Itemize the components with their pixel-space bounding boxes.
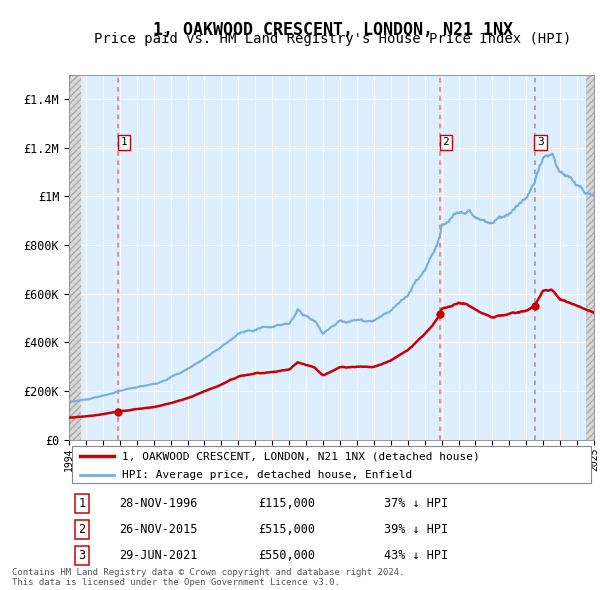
Text: 3: 3: [79, 549, 86, 562]
Text: 1: 1: [121, 137, 128, 148]
Text: 26-NOV-2015: 26-NOV-2015: [119, 523, 197, 536]
FancyBboxPatch shape: [71, 447, 592, 483]
Text: 43% ↓ HPI: 43% ↓ HPI: [384, 549, 448, 562]
Text: £550,000: £550,000: [258, 549, 315, 562]
Text: 3: 3: [537, 137, 544, 148]
Text: 1, OAKWOOD CRESCENT, LONDON, N21 1NX (detached house): 1, OAKWOOD CRESCENT, LONDON, N21 1NX (de…: [121, 451, 479, 461]
Text: 28-NOV-1996: 28-NOV-1996: [119, 497, 197, 510]
Text: Contains HM Land Registry data © Crown copyright and database right 2024.
This d: Contains HM Land Registry data © Crown c…: [12, 568, 404, 587]
Text: 29-JUN-2021: 29-JUN-2021: [119, 549, 197, 562]
Text: 2: 2: [79, 523, 86, 536]
Text: Price paid vs. HM Land Registry's House Price Index (HPI): Price paid vs. HM Land Registry's House …: [94, 32, 572, 47]
Bar: [69, 75, 81, 440]
Text: 39% ↓ HPI: 39% ↓ HPI: [384, 523, 448, 536]
Text: HPI: Average price, detached house, Enfield: HPI: Average price, detached house, Enfi…: [121, 470, 412, 480]
Bar: [586, 75, 596, 440]
Text: 37% ↓ HPI: 37% ↓ HPI: [384, 497, 448, 510]
Text: 1, OAKWOOD CRESCENT, LONDON, N21 1NX: 1, OAKWOOD CRESCENT, LONDON, N21 1NX: [153, 21, 513, 39]
Text: £115,000: £115,000: [258, 497, 315, 510]
Text: 2: 2: [442, 137, 449, 148]
Text: 1: 1: [79, 497, 86, 510]
Text: £515,000: £515,000: [258, 523, 315, 536]
